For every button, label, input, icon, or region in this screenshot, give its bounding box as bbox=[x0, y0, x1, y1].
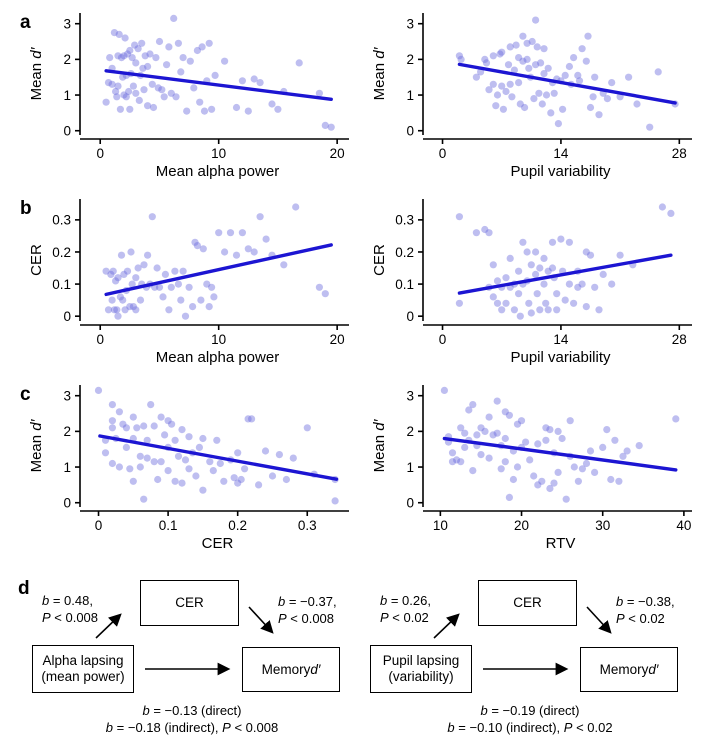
svg-text:0.2: 0.2 bbox=[228, 518, 247, 533]
svg-text:RTV: RTV bbox=[546, 535, 576, 552]
svg-text:0: 0 bbox=[96, 332, 104, 347]
svg-text:3: 3 bbox=[406, 17, 414, 32]
path-b-stat: b = −0.38, P < 0.02 bbox=[616, 594, 675, 626]
mediation-arrows bbox=[95, 606, 274, 676]
effect-stats: b = −0.13 (direct) b = −0.18 (indirect), … bbox=[105, 703, 279, 735]
panel-label-b: b bbox=[20, 198, 32, 219]
panel-label-d: d bbox=[18, 578, 30, 599]
source-box: Pupil lapsing (variability) bbox=[370, 645, 472, 693]
svg-text:Mean d′: Mean d′ bbox=[28, 418, 45, 472]
svg-text:0: 0 bbox=[63, 124, 71, 139]
svg-text:2: 2 bbox=[63, 52, 71, 67]
svg-text:1: 1 bbox=[63, 460, 71, 475]
svg-text:0.2: 0.2 bbox=[395, 245, 414, 260]
svg-text:Pupil variability: Pupil variability bbox=[510, 163, 611, 180]
svg-text:CER: CER bbox=[28, 244, 45, 276]
source-box: Alpha lapsing (mean power) bbox=[32, 645, 134, 693]
scatter-pupil-vs-cer: 0 14 28 0 0.1 0.2 0.3 Pupil variability CER bbox=[371, 199, 692, 366]
svg-text:Mean d′: Mean d′ bbox=[371, 418, 388, 472]
svg-text:Mean d′: Mean d′ bbox=[28, 46, 45, 100]
svg-text:0: 0 bbox=[439, 332, 447, 347]
svg-text:20: 20 bbox=[330, 146, 345, 161]
svg-text:1: 1 bbox=[406, 460, 414, 475]
panel-label-c: c bbox=[20, 384, 31, 405]
svg-text:10: 10 bbox=[433, 518, 448, 533]
path-b-stat: b = −0.37, P < 0.008 bbox=[278, 594, 337, 626]
panel-label-a: a bbox=[20, 12, 31, 33]
path-a-stat: b = 0.48, P < 0.008 bbox=[42, 593, 99, 625]
mediation-arrows bbox=[433, 606, 612, 676]
svg-text:14: 14 bbox=[553, 146, 569, 161]
path-a-arrow bbox=[433, 613, 460, 639]
effect-stats: b = −0.19 (direct) b = −0.10 (indirect), … bbox=[447, 703, 613, 735]
scatter-alpha-vs-cer: 0 10 20 0 0.1 0.2 0.3 Mean alpha power CER bbox=[28, 199, 349, 366]
svg-text:Mean d′: Mean d′ bbox=[371, 46, 388, 100]
svg-text:3: 3 bbox=[63, 389, 71, 404]
mediator-box: CER bbox=[140, 580, 239, 626]
svg-text:14: 14 bbox=[553, 332, 569, 347]
svg-text:0: 0 bbox=[406, 309, 414, 324]
scatter-alpha-vs-dprime: 0 10 20 0 1 2 3 Mean alpha power Mean d′ bbox=[28, 13, 349, 180]
scatter-pupil-vs-dprime: 0 14 28 0 1 2 3 Pupil variability Mean d′ bbox=[371, 13, 692, 180]
path-b-arrow bbox=[248, 606, 274, 634]
svg-text:0.1: 0.1 bbox=[159, 518, 178, 533]
svg-text:1: 1 bbox=[406, 88, 414, 103]
svg-text:3: 3 bbox=[63, 17, 71, 32]
svg-text:0.3: 0.3 bbox=[395, 213, 414, 228]
svg-text:28: 28 bbox=[672, 146, 687, 161]
svg-text:1: 1 bbox=[63, 88, 71, 103]
svg-text:Pupil variability: Pupil variability bbox=[510, 349, 611, 366]
scatter-rtv-vs-dprime: 10 20 30 40 0 1 2 3 RTV Mean d′ bbox=[371, 385, 692, 552]
svg-text:10: 10 bbox=[211, 332, 226, 347]
svg-text:0: 0 bbox=[96, 146, 104, 161]
scatter-cer-vs-dprime: 0 0.1 0.2 0.3 0 1 2 3 CER Mean d′ bbox=[28, 385, 349, 552]
svg-text:0: 0 bbox=[63, 496, 71, 511]
svg-text:0: 0 bbox=[63, 309, 71, 324]
mediation-diagram-alpha: CER Alpha lapsing (mean power) Memory d′… bbox=[2, 560, 354, 747]
svg-text:0: 0 bbox=[439, 146, 447, 161]
svg-text:0.1: 0.1 bbox=[395, 277, 414, 292]
path-a-arrow bbox=[95, 613, 122, 639]
outcome-box: Memory d′ bbox=[580, 647, 678, 692]
svg-text:10: 10 bbox=[211, 146, 226, 161]
svg-text:2: 2 bbox=[63, 424, 71, 439]
svg-text:0.1: 0.1 bbox=[52, 277, 71, 292]
svg-text:2: 2 bbox=[406, 52, 414, 67]
svg-text:0.3: 0.3 bbox=[52, 213, 71, 228]
svg-text:2: 2 bbox=[406, 424, 414, 439]
svg-text:Mean alpha power: Mean alpha power bbox=[156, 349, 279, 366]
mediator-box: CER bbox=[478, 580, 577, 626]
svg-text:CER: CER bbox=[371, 244, 388, 276]
svg-text:0: 0 bbox=[406, 496, 414, 511]
path-a-stat: b = 0.26, P < 0.02 bbox=[380, 593, 431, 625]
mediation-diagram-pupil: CER Pupil lapsing (variability) Memory d… bbox=[340, 560, 692, 747]
svg-text:0.2: 0.2 bbox=[52, 245, 71, 260]
svg-text:28: 28 bbox=[672, 332, 687, 347]
svg-text:40: 40 bbox=[676, 518, 691, 533]
svg-text:Mean alpha power: Mean alpha power bbox=[156, 163, 279, 180]
svg-text:20: 20 bbox=[330, 332, 345, 347]
outcome-box: Memory d′ bbox=[242, 647, 340, 692]
svg-text:CER: CER bbox=[202, 535, 234, 552]
svg-text:0.3: 0.3 bbox=[298, 518, 317, 533]
path-b-arrow bbox=[586, 606, 612, 634]
svg-text:20: 20 bbox=[514, 518, 529, 533]
svg-text:0: 0 bbox=[406, 124, 414, 139]
svg-text:3: 3 bbox=[406, 389, 414, 404]
svg-text:0: 0 bbox=[95, 518, 103, 533]
svg-text:30: 30 bbox=[595, 518, 610, 533]
